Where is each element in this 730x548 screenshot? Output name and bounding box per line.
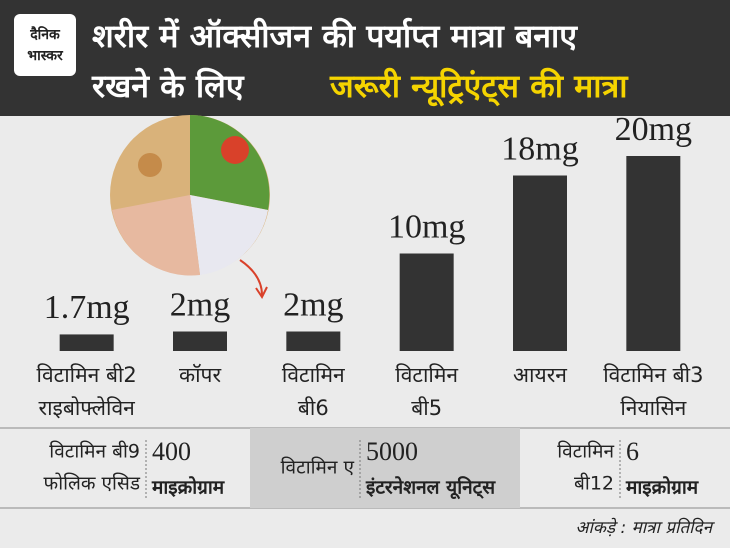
x-tick-label: राइबोफ्लेविन [39, 396, 136, 420]
logo-text: दैनिक [29, 26, 61, 43]
value-label: 10mg [388, 208, 465, 245]
x-tick-label: विटामिन बी3 [603, 363, 703, 387]
value-label: 2mg [170, 286, 230, 323]
bar [59, 334, 114, 351]
value-label: 2mg [283, 286, 343, 323]
bar [626, 156, 681, 351]
table-unit: माइक्रोग्राम [151, 476, 225, 499]
x-tick-label: नियासिन [620, 396, 686, 420]
table-name: बी12 [574, 472, 614, 495]
chart-title: रखने के लिए [91, 67, 245, 105]
value-label: 1.7mg [44, 289, 130, 326]
table-name: विटामिन [557, 440, 614, 463]
table-name: विटामिन बी9 [49, 440, 140, 463]
chart-title: शरीर में ऑक्सीजन की पर्याप्त मात्रा बनाए [92, 17, 578, 55]
bar [513, 175, 567, 351]
x-tick-label: बी5 [411, 396, 442, 420]
table-name: फोलिक एसिड [44, 472, 141, 495]
logo-text: भास्कर [27, 48, 64, 64]
x-tick-label: विटामिन [395, 363, 458, 387]
table-value: 400 [152, 437, 191, 466]
table-unit: माइक्रोग्राम [625, 476, 699, 499]
table-value: 6 [626, 437, 639, 466]
chart-title-highlight: जरूरी न्यूट्रिएंट्स की मात्रा [329, 67, 629, 107]
x-tick-label: आयरन [513, 363, 567, 387]
table-unit: इंटरनेशनल यूनिट्स [365, 476, 496, 500]
bar [286, 331, 341, 351]
table-cell-bg [250, 428, 520, 508]
table-name: विटामिन ए [281, 456, 355, 479]
x-tick-label: कॉपर [179, 363, 221, 387]
header [0, 0, 730, 116]
source: आंकड़े : मात्रा प्रतिदिन [576, 517, 716, 538]
x-tick-label: विटामिन बी2 [37, 363, 137, 387]
bar [399, 253, 454, 351]
food-illustration [110, 115, 270, 299]
logo-box [14, 14, 76, 76]
bar [173, 331, 227, 351]
value-label: 18mg [501, 130, 578, 167]
table-value: 5000 [366, 437, 418, 466]
value-label: 20mg [615, 111, 692, 148]
x-tick-label: बी6 [298, 396, 329, 420]
x-tick-label: विटामिन [282, 363, 345, 387]
